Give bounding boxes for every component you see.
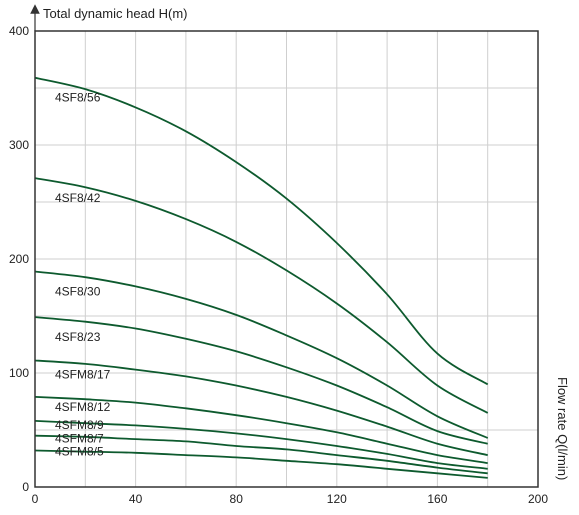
series-line-4sf8-42 — [34, 177, 489, 414]
series-line-4sfm8-12 — [34, 396, 488, 464]
x-tick-label: 80 — [230, 492, 244, 506]
plot-border — [34, 30, 539, 488]
y-tick-label: 300 — [9, 138, 29, 152]
y-tick-label: 400 — [9, 24, 29, 38]
series-label: 4SF8/56 — [55, 91, 101, 105]
series-label: 4SFM8/7 — [55, 432, 104, 446]
series-label: 4SFM8/5 — [55, 445, 104, 459]
x-tick-label: 120 — [327, 492, 347, 506]
series-lines — [34, 76, 489, 479]
series-label: 4SFM8/9 — [55, 418, 104, 432]
y-axis-title: Total dynamic head H(m) — [43, 6, 188, 21]
x-tick-label: 0 — [32, 492, 39, 506]
x-axis-title: Flow rate Q(l/min) — [555, 377, 570, 480]
tick-labels: 0 40 80 120 160 200 0 100 200 300 400 — [9, 24, 548, 506]
series-label: 4SFM8/17 — [55, 368, 111, 382]
x-tick-label: 160 — [427, 492, 447, 506]
y-tick-label: 200 — [9, 252, 29, 266]
series-line-4sfm8-9 — [34, 420, 488, 470]
series-line-4sfm8-7 — [34, 434, 488, 475]
series-line-4sf8-56 — [34, 76, 489, 386]
series-line-4sf8-30 — [34, 270, 489, 439]
plot-frame — [34, 30, 539, 488]
y-tick-label: 0 — [22, 480, 29, 494]
series-line-4sfm8-5 — [34, 449, 488, 479]
series-label: 4SF8/23 — [55, 330, 101, 344]
series-label: 4SF8/42 — [55, 191, 101, 205]
x-tick-label: 200 — [528, 492, 548, 506]
x-tick-label: 40 — [129, 492, 143, 506]
series-label: 4SF8/30 — [55, 285, 101, 299]
series-label: 4SFM8/12 — [55, 400, 111, 414]
grid — [35, 31, 538, 487]
series-line-4sf8-23 — [34, 316, 488, 445]
curve-labels: 4SF8/56 4SF8/42 4SF8/30 4SF8/23 4SFM8/17 4SFM… — [55, 91, 111, 459]
y-tick-label: 100 — [9, 366, 29, 380]
series-line-4sfm8-17 — [34, 359, 488, 456]
